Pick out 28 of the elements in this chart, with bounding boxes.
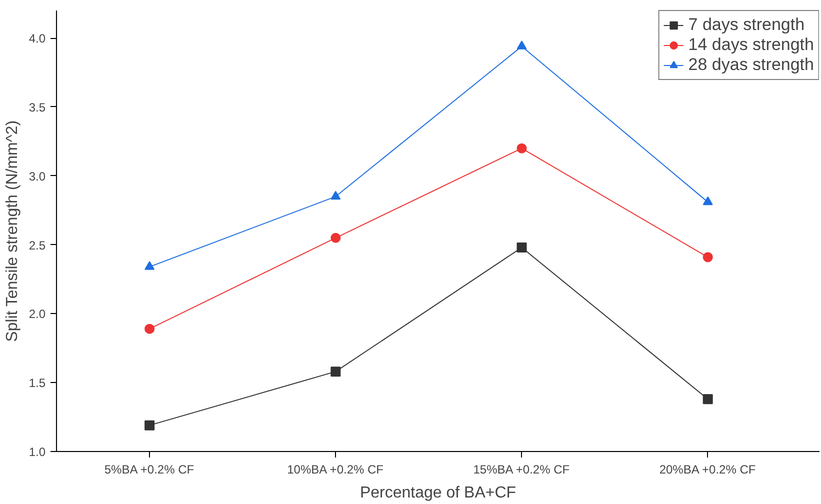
- legend-label: 28 dyas strength: [688, 55, 814, 75]
- y-axis-title: Split Tensile strength (N/mm^2): [4, 120, 21, 342]
- y-tick-label: 1.0: [28, 445, 46, 459]
- point: [516, 40, 527, 50]
- y-tick-label: 4.0: [28, 32, 46, 46]
- point: [516, 143, 527, 154]
- point: [702, 252, 713, 262]
- legend-label: 14 days strength: [688, 35, 814, 55]
- legend-label: 7 days strength: [688, 15, 805, 35]
- y-tick-label: 1.5: [28, 376, 46, 390]
- point: [144, 420, 155, 430]
- y-tick-label: 2.0: [28, 307, 46, 322]
- x-tick-label: 10%BA +0.2% CF: [287, 462, 384, 476]
- point: [702, 394, 713, 404]
- x-tick-label: 15%BA +0.2% CF: [473, 462, 570, 476]
- point: [516, 242, 527, 253]
- x-axis-title: Percentage of BA+CF: [360, 484, 516, 502]
- x-tick-label: 5%BA +0.2% CF: [104, 462, 194, 476]
- point: [330, 366, 341, 377]
- point: [330, 190, 341, 200]
- point: [702, 196, 713, 206]
- point: [144, 324, 155, 334]
- y-tick-label: 3.0: [28, 169, 46, 184]
- y-tick-label: 3.5: [28, 100, 46, 114]
- point: [330, 232, 341, 243]
- y-tick-label: 2.5: [28, 238, 46, 252]
- point: [144, 261, 155, 270]
- x-tick-label: 20%BA +0.2% CF: [659, 462, 756, 476]
